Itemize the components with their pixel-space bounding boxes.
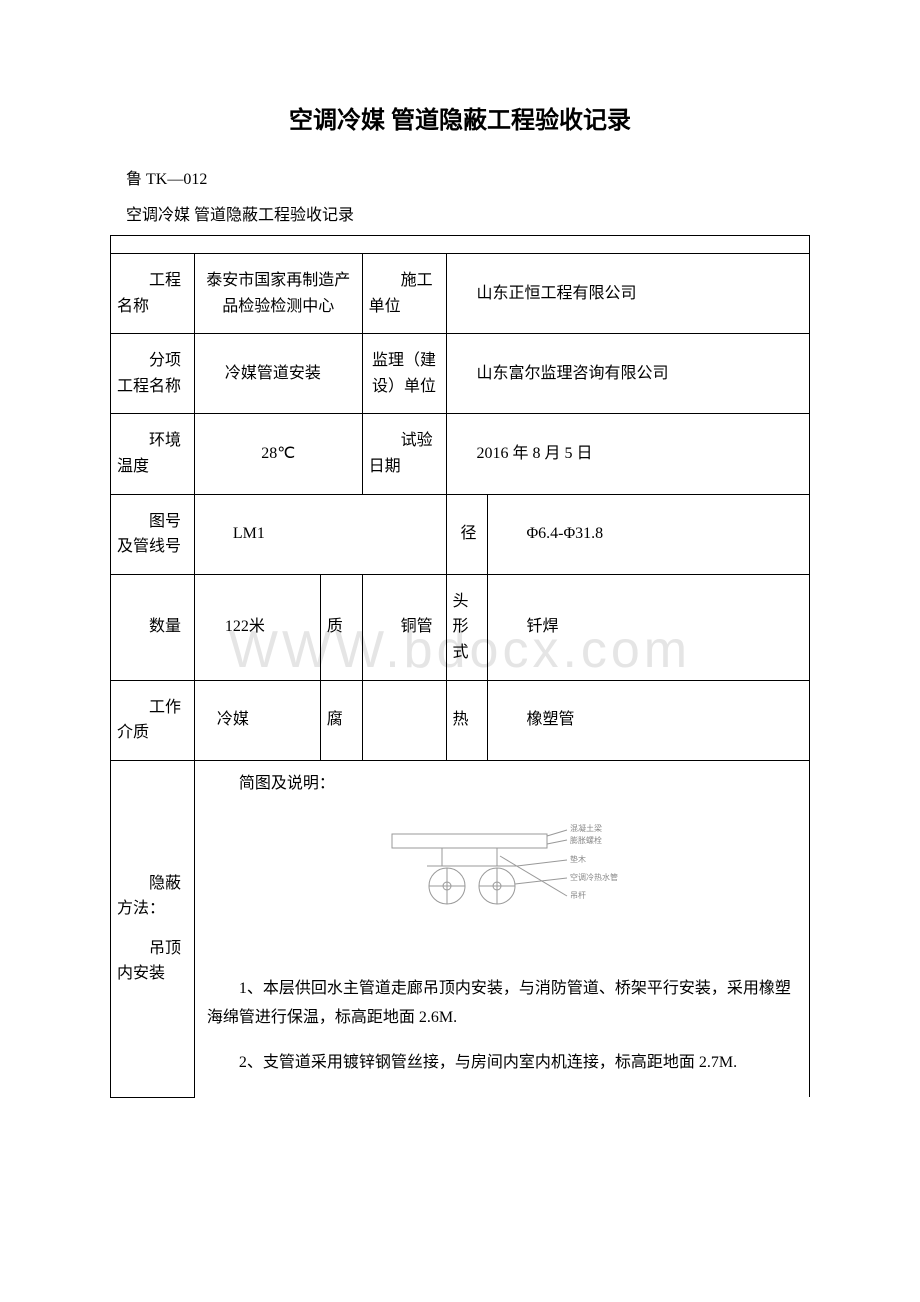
table-row: 图号及管线号 LM1 径 Φ6.4-Φ31.8 (111, 494, 810, 574)
label-env-temp: 环境温度 (111, 414, 195, 494)
value-medium: 冷媒 (194, 680, 320, 760)
label-insulation: 热 (446, 680, 488, 760)
value-construction-unit: 山东正恒工程有限公司 (446, 254, 810, 334)
pipe-diagram-svg: 混凝土梁 膨胀螺栓 垫木 空调冷热水管 吊杆 (372, 816, 632, 926)
value-quantity: 122米 (194, 574, 320, 680)
description-p2: 2、支管道采用镀锌钢管丝接，与房间内室内机连接，标高距地面 2.7M. (207, 1049, 797, 1078)
label-project-name: 工程名称 (111, 254, 195, 334)
diagram-label-pipe: 空调冷热水管 (570, 872, 618, 882)
value-env-temp: 28℃ (194, 414, 362, 494)
value-diameter: Φ6.4-Φ31.8 (488, 494, 810, 574)
label-subproject-name: 分项工程名称 (111, 334, 195, 414)
table-row-description: 隐蔽方法： 吊顶内安装 简图及说明： (111, 760, 810, 1097)
diagram: 混凝土梁 膨胀螺栓 垫木 空调冷热水管 吊杆 (207, 816, 797, 935)
label-supervision-unit: 监理（建设）单位 (362, 334, 446, 414)
subtitle: 空调冷媒 管道隐蔽工程验收记录 (110, 201, 810, 225)
diagram-label-bolt: 膨胀螺栓 (570, 835, 602, 845)
page-title: 空调冷媒 管道隐蔽工程验收记录 (110, 100, 810, 135)
table-row: 工作介质 冷媒 腐 热 橡塑管 (111, 680, 810, 760)
table-row: 分项工程名称 冷媒管道安装 监理（建设）单位 山东富尔监理咨询有限公司 (111, 334, 810, 414)
label-quantity: 数量 (111, 574, 195, 680)
diagram-label-beam: 混凝土梁 (570, 823, 602, 833)
value-subproject-name: 冷媒管道安装 (194, 334, 362, 414)
label-medium: 工作介质 (111, 680, 195, 760)
record-table: 工程名称 泰安市国家再制造产品检验检测中心 施工单位 山东正恒工程有限公司 分项… (110, 235, 810, 1098)
table-row: 环境温度 28℃ 试验日期 2016 年 8 月 5 日 (111, 414, 810, 494)
label-drawing-no: 图号及管线号 (111, 494, 195, 574)
description-p1: 1、本层供回水主管道走廊吊顶内安装，与消防管道、桥架平行安装，采用橡塑海绵管进行… (207, 975, 797, 1033)
label-hidden-method: 隐蔽方法： 吊顶内安装 (111, 760, 195, 1097)
label-corrosion: 腐 (320, 680, 362, 760)
value-joint-type: 钎焊 (488, 574, 810, 680)
value-drawing-no: LM1 (194, 494, 446, 574)
label-diameter: 径 (446, 494, 488, 574)
diagram-label-hanger: 吊杆 (570, 890, 586, 900)
value-material: 铜管 (362, 574, 446, 680)
description-title: 简图及说明： (207, 771, 797, 797)
hidden-method-label: 隐蔽方法： (117, 871, 188, 922)
label-joint-type: 头形式 (446, 574, 488, 680)
label-test-date: 试验日期 (362, 414, 446, 494)
label-material: 质 (320, 574, 362, 680)
hidden-method-sub: 吊顶内安装 (117, 936, 188, 987)
table-header-empty-row (111, 236, 810, 254)
table-row: 数量 122米 质 铜管 头形式 钎焊 (111, 574, 810, 680)
value-test-date: 2016 年 8 月 5 日 (446, 414, 810, 494)
diagram-label-pad: 垫木 (570, 854, 586, 864)
label-construction-unit: 施工单位 (362, 254, 446, 334)
description-cell: 简图及说明： (194, 760, 809, 1097)
doc-code: 鲁 TK—012 (110, 165, 810, 189)
value-supervision-unit: 山东富尔监理咨询有限公司 (446, 334, 810, 414)
table-row: 工程名称 泰安市国家再制造产品检验检测中心 施工单位 山东正恒工程有限公司 (111, 254, 810, 334)
value-insulation: 橡塑管 (488, 680, 810, 760)
value-corrosion (362, 680, 446, 760)
value-project-name: 泰安市国家再制造产品检验检测中心 (194, 254, 362, 334)
